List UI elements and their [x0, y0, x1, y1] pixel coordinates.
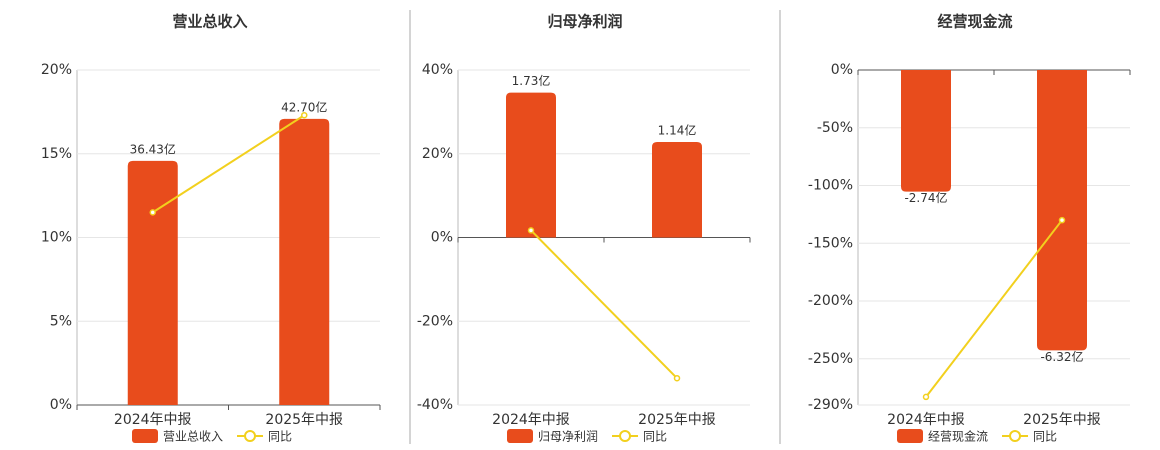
line-point — [673, 374, 681, 382]
x-tick-label: 2025年中报 — [638, 412, 716, 428]
y-tick-label: -290% — [808, 397, 853, 413]
y-tick-label: 20% — [41, 62, 72, 78]
chart-title: 经营现金流 — [937, 13, 1012, 31]
y-tick-label: -200% — [808, 293, 853, 309]
data-label: 1.73亿 — [512, 73, 551, 88]
x-tick-label: 2025年中报 — [265, 412, 343, 428]
line-point — [149, 209, 156, 216]
bar — [901, 70, 951, 192]
data-label: 1.14亿 — [658, 123, 697, 138]
y-tick-label: -100% — [808, 178, 853, 194]
y-tick-label: 0% — [431, 230, 453, 246]
legend-swatch — [619, 430, 632, 442]
legend-label: 同比 — [643, 430, 667, 444]
bar — [1037, 70, 1087, 351]
data-label: -6.32亿 — [1040, 349, 1083, 364]
y-tick-label: -250% — [808, 351, 853, 367]
y-tick-label: -50% — [817, 120, 853, 136]
legend-label: 营业总收入 — [163, 430, 223, 444]
x-tick-label: 2024年中报 — [114, 412, 192, 428]
data-label: 42.70亿 — [281, 99, 327, 114]
data-label: -2.74亿 — [904, 190, 947, 205]
y-tick-label: 0% — [831, 62, 853, 78]
line — [925, 219, 1063, 398]
line — [530, 229, 678, 379]
legend-swatch — [244, 430, 257, 442]
legend-label: 经营现金流 — [928, 429, 988, 444]
y-tick-label: -150% — [808, 235, 853, 251]
y-tick-label: -40% — [417, 397, 453, 413]
y-tick-label: 5% — [50, 313, 72, 329]
y-tick-label: 0% — [50, 397, 72, 413]
bar — [279, 118, 330, 405]
y-tick-label: 40% — [422, 62, 453, 78]
bar — [506, 92, 556, 238]
legend-swatch — [1009, 430, 1022, 442]
x-tick-label: 2025年中报 — [1023, 412, 1101, 428]
legend-label: 同比 — [268, 430, 292, 444]
x-tick-label: 2024年中报 — [887, 412, 965, 428]
chart-title: 营业总收入 — [172, 13, 247, 31]
line-point — [922, 393, 930, 401]
legend-label: 归母净利润 — [538, 430, 598, 444]
line-point — [1058, 216, 1066, 224]
bar — [652, 142, 702, 238]
data-label: 36.43亿 — [130, 141, 176, 156]
legend-label: 同比 — [1033, 430, 1057, 444]
line-point — [527, 227, 535, 234]
bar — [127, 160, 178, 405]
y-tick-label: 10% — [41, 230, 72, 246]
x-tick-label: 2024年中报 — [492, 412, 570, 428]
legend-swatch — [132, 429, 158, 443]
y-tick-label: 15% — [41, 146, 72, 162]
line-point — [301, 111, 308, 119]
chart-title: 归母净利润 — [547, 13, 622, 31]
line — [152, 114, 305, 214]
y-tick-label: -20% — [417, 313, 453, 329]
y-tick-label: 20% — [422, 146, 453, 162]
legend-swatch — [897, 429, 923, 443]
legend-swatch — [507, 429, 533, 443]
